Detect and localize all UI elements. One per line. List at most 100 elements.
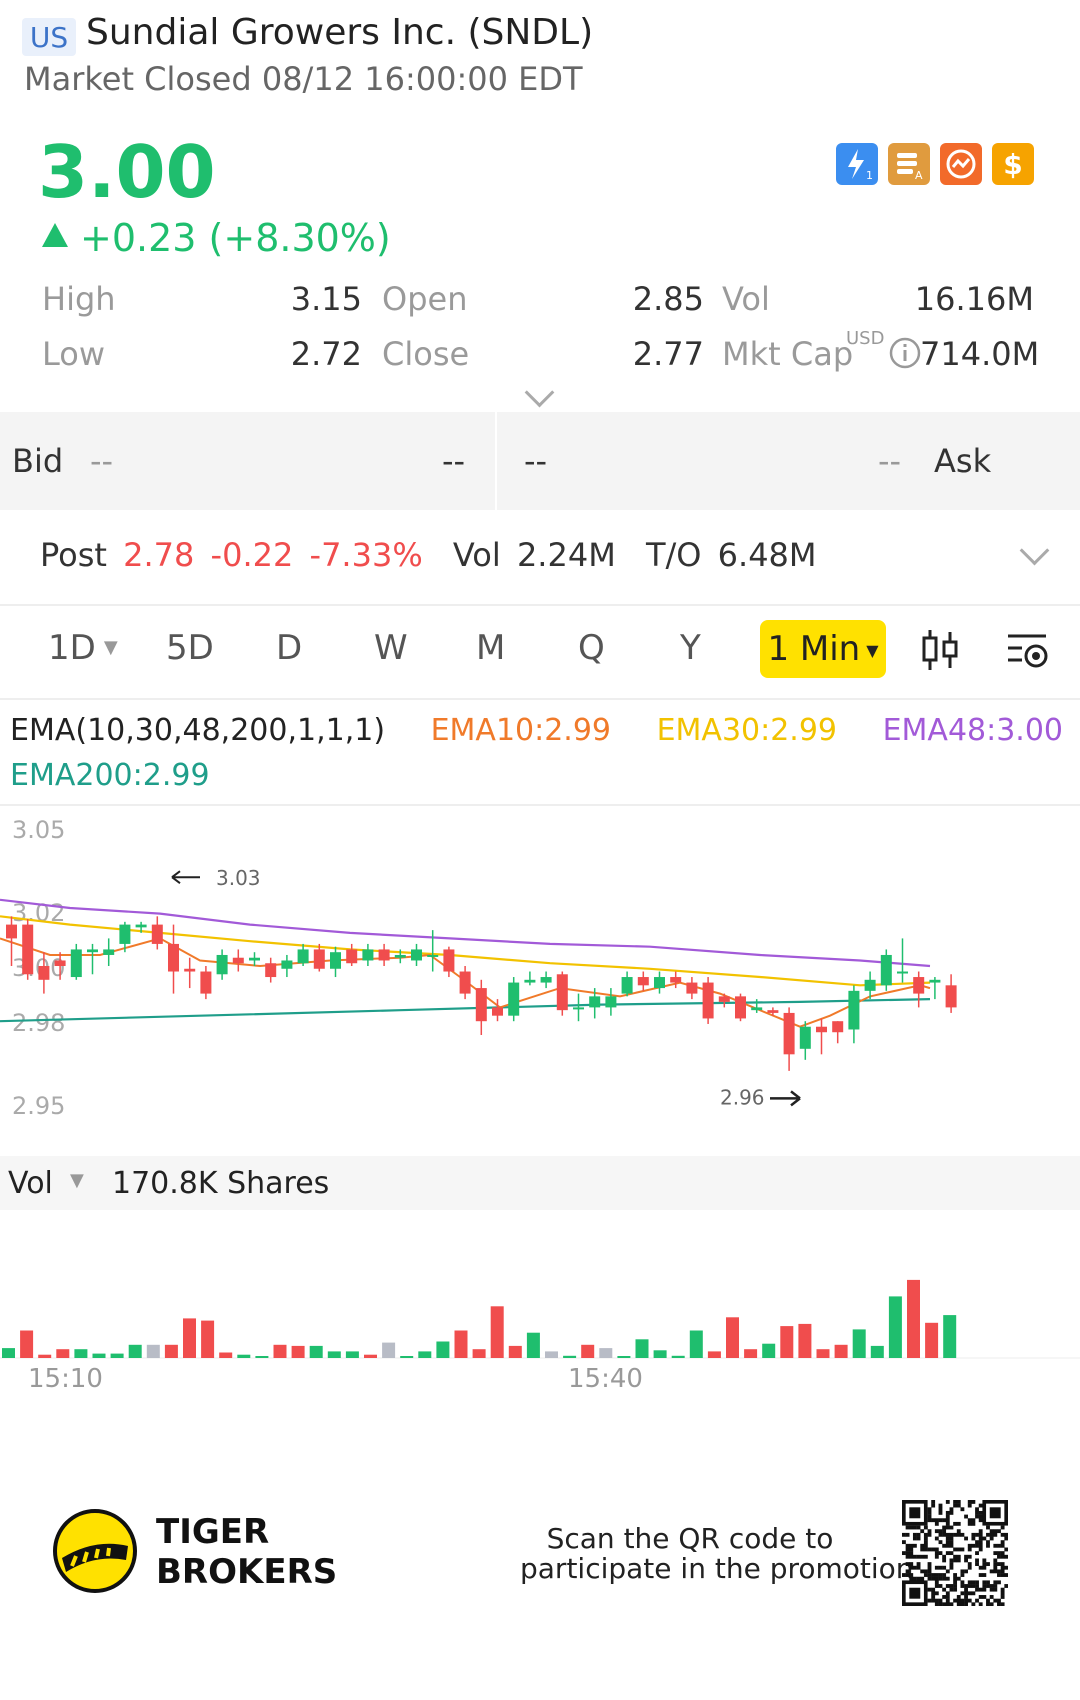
volume-bar	[726, 1317, 739, 1358]
volume-bar	[834, 1344, 848, 1358]
volume-bar	[563, 1355, 577, 1358]
volume-bar	[2, 1348, 15, 1358]
volume-bar	[219, 1352, 233, 1358]
svg-text:1: 1	[866, 169, 873, 182]
ema-legend[interactable]: EMA(10,30,48,200,1,1,1) EMA10:2.99 EMA30…	[10, 713, 1063, 748]
candle-body	[864, 979, 876, 991]
candle-body	[686, 982, 698, 994]
expand-stats-chevron-icon[interactable]	[524, 377, 555, 408]
candle-body	[265, 963, 277, 978]
candle-body	[880, 954, 892, 986]
volume-bar	[599, 1348, 613, 1358]
candle-body	[945, 985, 957, 1008]
candle-body	[70, 949, 82, 978]
volume-bar	[925, 1322, 939, 1358]
post-market-row[interactable]: Post 2.78 -0.22 -7.33% Vol 2.24M T/O 6.4…	[0, 510, 1080, 606]
market-status: Market Closed 08/12 16:00:00 EDT	[24, 60, 583, 98]
candle-body	[637, 977, 649, 986]
volume-bar	[237, 1354, 251, 1358]
volume-bar	[907, 1279, 920, 1358]
indicator-settings-icon[interactable]	[1004, 630, 1052, 678]
candle-body	[718, 996, 730, 1002]
candle-body	[54, 960, 66, 966]
lightning-level1-icon[interactable]: 1	[836, 143, 878, 185]
info-icon[interactable]	[888, 336, 922, 374]
volume-bar	[418, 1351, 432, 1358]
low-annotation: 2.96	[720, 1085, 765, 1109]
candlestick-type-icon[interactable]	[920, 626, 960, 678]
volume-bar	[545, 1351, 558, 1358]
candle-body	[783, 1012, 795, 1055]
dollar-icon[interactable]: $	[992, 143, 1034, 185]
ask-label: Ask	[934, 442, 992, 480]
candle-body	[524, 979, 536, 983]
ema10-value: EMA10:2.99	[430, 713, 612, 748]
candle-body	[232, 957, 244, 964]
volume-label: Vol	[8, 1166, 53, 1201]
dropdown-caret-icon: ▼	[103, 637, 118, 658]
candle-body	[654, 977, 665, 989]
period-tabs: 1D ▼ 5D D W M Q Y 1 Min ▼	[0, 604, 1080, 700]
volume-bar	[490, 1306, 504, 1358]
volume-bar	[526, 1332, 540, 1358]
ema30-value: EMA30:2.99	[656, 713, 838, 748]
volume-bar	[508, 1345, 522, 1358]
volume-bar	[291, 1345, 305, 1358]
trend-icon[interactable]	[940, 143, 982, 185]
qr-code	[902, 1500, 1008, 1606]
post-label: Post	[40, 536, 107, 574]
candle-body	[411, 949, 422, 961]
candle-body	[605, 996, 617, 1008]
interval-selector[interactable]: 1 Min ▼	[760, 620, 886, 678]
candle-body	[330, 952, 341, 969]
low-label: Low	[42, 335, 106, 373]
post-to-label: T/O	[645, 536, 702, 574]
candle-body	[362, 949, 374, 961]
candle-body	[929, 979, 941, 983]
tab-week[interactable]: W	[374, 628, 408, 668]
post-vol-value: 2.24M	[516, 536, 616, 574]
close-value: 2.77	[632, 335, 704, 373]
volume-bar	[92, 1353, 106, 1358]
tab-quarter[interactable]: Q	[578, 628, 605, 668]
svg-text:$: $	[1003, 148, 1022, 181]
volume-bar	[888, 1296, 902, 1358]
volume-bar	[201, 1320, 215, 1358]
candle-body	[897, 971, 908, 974]
x-tick-1540: 15:40	[568, 1364, 643, 1394]
candle-body	[427, 954, 439, 957]
tiger-logo-icon	[52, 1508, 138, 1598]
volume-bar	[20, 1330, 34, 1358]
volume-bar	[38, 1354, 52, 1358]
price-chart[interactable]: 3.053.023.002.982.95 3.032.96	[0, 806, 1080, 1156]
tab-year[interactable]: Y	[680, 628, 701, 668]
volume-bar	[255, 1356, 269, 1358]
mktcap-currency: USD	[846, 328, 885, 349]
volume-bar	[707, 1351, 721, 1358]
post-vol-label: Vol	[452, 536, 501, 574]
volume-bar	[146, 1344, 160, 1358]
tab-1d[interactable]: 1D ▼	[48, 628, 118, 668]
volume-bar	[653, 1350, 667, 1358]
candle-body	[492, 1007, 503, 1016]
low-value: 2.72	[290, 335, 362, 373]
tab-month[interactable]: M	[476, 628, 506, 668]
svg-text:A: A	[915, 169, 923, 182]
candle-body	[6, 924, 17, 939]
volume-bar	[382, 1342, 396, 1358]
volume-header[interactable]: Vol ▼ 170.8K Shares	[0, 1156, 1080, 1210]
stack-a-icon[interactable]: A	[888, 143, 930, 185]
vol-value: 16.16M	[914, 280, 1034, 318]
candle-body	[621, 977, 633, 994]
expand-post-chevron-icon[interactable]	[1019, 535, 1050, 566]
volume-bar	[110, 1353, 124, 1358]
tab-5d[interactable]: 5D	[166, 628, 214, 668]
high-annotation: 3.03	[216, 866, 261, 890]
bid-ask-panel: Bid -- -- -- -- Ask	[0, 412, 1080, 510]
tab-day[interactable]: D	[276, 628, 303, 668]
volume-bar	[327, 1351, 341, 1358]
candle-body	[589, 996, 601, 1008]
vol-label: Vol	[722, 280, 770, 318]
low-arrow-icon	[770, 1090, 801, 1107]
volume-bar	[762, 1343, 776, 1358]
